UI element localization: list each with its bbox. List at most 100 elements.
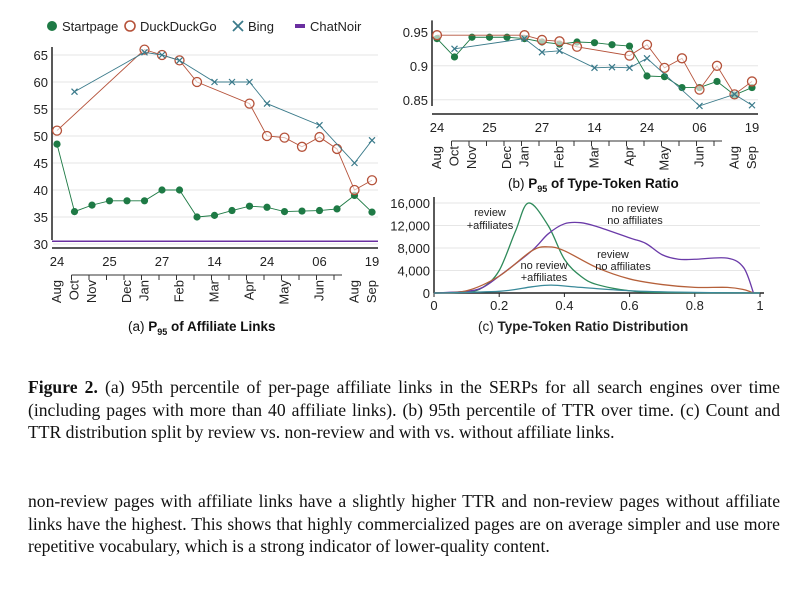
startpage-point: [660, 73, 669, 81]
bing-legend-marker: [232, 20, 244, 32]
bing-point: [451, 45, 458, 53]
startpage-point: [643, 72, 651, 80]
x-month-label: May: [657, 146, 672, 171]
bing-point: [643, 54, 651, 62]
y-tick-label: 0.95: [403, 25, 428, 40]
y-tick-label: 55: [34, 102, 48, 117]
x-month-label: Aug: [727, 146, 742, 169]
title-part: (b): [508, 176, 528, 191]
bing-point: [263, 100, 271, 108]
duckduckgo-point: [261, 130, 273, 142]
x-day-label: 24: [430, 120, 444, 135]
title-part: 95: [157, 327, 167, 337]
x-month-label: Aug: [347, 280, 362, 303]
y-tick-label: 30: [34, 237, 48, 252]
duckduckgo-point: [641, 39, 653, 50]
x-day-label: 19: [745, 120, 759, 135]
curve-label: +affiliates: [467, 220, 514, 232]
duckduckgo-legend-marker: [124, 20, 136, 32]
startpage-point: [245, 202, 254, 210]
duckduckgo-point: [571, 41, 583, 52]
bing-point: [351, 159, 358, 167]
x-month-label: Mar: [207, 279, 222, 302]
bing-point: [211, 78, 218, 86]
curve-label: no review: [520, 260, 567, 272]
curve-label: review: [597, 249, 629, 261]
x-tick-label: 0.8: [686, 298, 704, 313]
x-tick-label: 0.2: [490, 298, 508, 313]
y-tick-label: 0.85: [403, 93, 428, 108]
x-month-label: Sep: [364, 280, 379, 303]
y-tick-label: 12,000: [390, 219, 430, 234]
bing-point: [316, 121, 323, 129]
title-part: of Affiliate Links: [167, 319, 275, 334]
y-tick-label: 4,000: [397, 264, 430, 279]
x-day-label: 24: [640, 120, 654, 135]
duckduckgo-point: [519, 30, 530, 41]
duckduckgo-point: [331, 143, 343, 155]
body-paragraph: non-review pages with affiliate links ha…: [28, 491, 780, 556]
review-no-affiliates-curve: [433, 246, 754, 294]
startpage-point: [485, 33, 494, 41]
y-tick-label: 60: [34, 75, 48, 90]
startpage-point: [625, 42, 634, 50]
x-tick-label: 0.4: [555, 298, 573, 313]
startpage-point: [210, 211, 219, 219]
bing-point: [731, 90, 738, 98]
duckduckgo-point: [51, 125, 63, 136]
x-month-label: Aug: [49, 280, 64, 303]
figure: Startpage DuckDuckGo Bing ChatNoir 30 35 40 45 5…: [34, 19, 764, 337]
legend-label-startpage: Startpage: [62, 19, 118, 34]
x-tick-label: 0.6: [621, 298, 639, 313]
startpage-point: [450, 53, 459, 61]
startpage-point: [140, 197, 149, 205]
curve-label: no affiliates: [607, 215, 663, 227]
startpage-line: [56, 143, 373, 218]
no-review-affiliates-curve: [433, 284, 761, 294]
chart-title: (b) P95 of Type-Token Ratio: [508, 176, 679, 194]
duckduckgo-point: [746, 76, 758, 87]
duckduckgo-point: [676, 53, 688, 64]
title-part: P: [528, 176, 537, 191]
startpage-point: [468, 33, 476, 41]
bing-point: [71, 88, 78, 96]
y-tick-label: 45: [34, 156, 48, 171]
startpage-point: [228, 206, 236, 215]
x-month-label: Dec: [119, 280, 134, 304]
legend-label-bing: Bing: [248, 19, 274, 34]
duckduckgo-point: [139, 44, 150, 55]
startpage-legend-marker: [47, 21, 57, 31]
x-day-label: 24: [50, 254, 64, 269]
chart-title: (a) P95 of Affiliate Links: [128, 319, 276, 337]
bing-point: [696, 102, 703, 110]
duckduckgo-point: [554, 36, 565, 47]
bing-line: [74, 51, 373, 164]
x-day-label: 14: [587, 120, 601, 135]
duckduckgo-point: [431, 30, 443, 41]
duckduckgo-point: [694, 84, 705, 95]
bing-line: [454, 38, 753, 107]
curve-label: review: [474, 207, 506, 219]
y-tick-label: 16,000: [390, 196, 430, 211]
bing-point: [626, 64, 633, 72]
y-tick-label: 0: [423, 286, 430, 301]
title-part: Type-Token Ratio Distribution: [498, 319, 689, 334]
startpage-point: [503, 33, 511, 41]
caption-label: Figure 2.: [28, 377, 98, 397]
startpage-point: [713, 77, 721, 86]
duckduckgo-point: [536, 34, 548, 46]
x-day-label: 25: [482, 120, 496, 135]
curve-label: +affiliates: [521, 272, 568, 284]
startpage-point: [590, 39, 599, 47]
x-month-label: Jan: [137, 280, 152, 301]
title-part: P: [148, 319, 157, 334]
bing-point: [246, 78, 253, 86]
x-month-label: Mar: [587, 145, 602, 168]
curve-label: no affiliates: [595, 261, 651, 273]
x-tick-label: 0: [430, 298, 437, 313]
curve-label: no review: [611, 203, 658, 215]
startpage-point: [280, 208, 289, 216]
x-day-label: 06: [312, 254, 326, 269]
x-month-label: Apr: [622, 145, 637, 166]
x-day-label: 19: [365, 254, 379, 269]
